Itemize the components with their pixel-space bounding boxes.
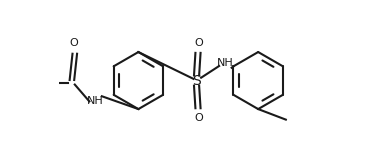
Text: O: O (194, 113, 203, 124)
Text: NH: NH (217, 58, 234, 68)
Text: NH: NH (87, 95, 104, 106)
Text: O: O (70, 38, 79, 49)
Text: S: S (192, 74, 201, 88)
Text: O: O (194, 38, 203, 48)
